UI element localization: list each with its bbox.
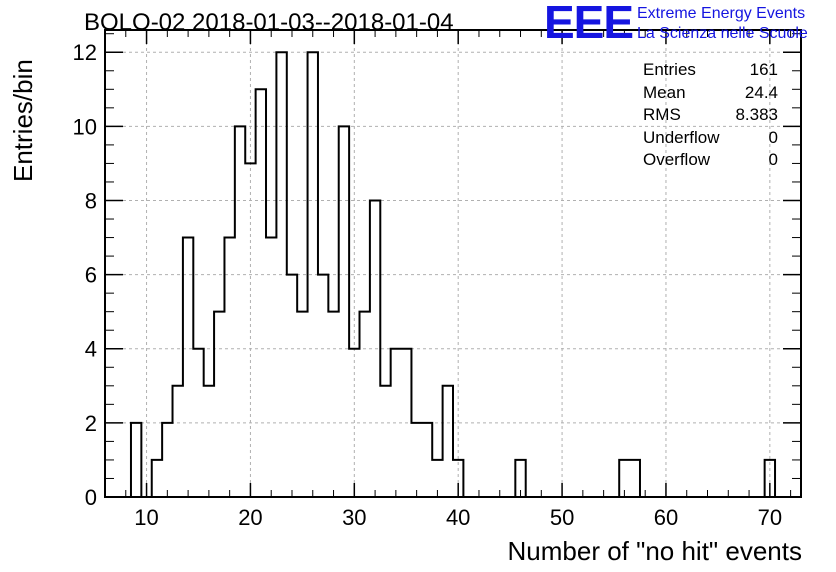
stats-value: 161 [749, 60, 778, 79]
stats-key: RMS [643, 105, 681, 125]
x-tick-label: 60 [654, 505, 678, 530]
stats-value: 24.4 [744, 82, 778, 102]
y-tick-label: 12 [73, 40, 97, 65]
y-tick-label: 4 [85, 337, 97, 362]
stats-key: Underflow [643, 127, 720, 147]
x-tick-label: 10 [134, 505, 158, 530]
eee-logo-letters: EEE [544, 0, 634, 48]
stats-key: Mean [643, 82, 686, 102]
stats-key: Entries [643, 60, 696, 79]
plot-frame [104, 29, 802, 498]
y-axis-label: Entries/bin [8, 59, 38, 182]
y-tick-label: 8 [85, 188, 97, 213]
x-tick-label: 40 [446, 505, 470, 530]
stats-row: RMS 8.383 [640, 105, 778, 128]
stats-value: 8.383 [735, 105, 778, 125]
axis-ticks [104, 30, 801, 498]
logo-line-2: La Scienza nelle Scuole [637, 25, 808, 42]
x-tick-label: 30 [342, 505, 366, 530]
stats-row: Overflow 0 [640, 150, 778, 173]
eee-logo-text: Extreme Energy Events La Scienza nelle S… [637, 4, 808, 44]
chart-title: BOLO-02 2018-01-03--2018-01-04 [84, 9, 454, 36]
axis-tick-labels: 10 20 30 40 50 60 70 0 2 4 6 8 10 12 [73, 40, 783, 530]
y-tick-label: 2 [85, 411, 97, 436]
stats-key: Overflow [643, 150, 711, 170]
stats-box: Entries 161 Mean 24.4 RMS 8.383 Underflow 0 … [640, 60, 778, 173]
x-axis-label: Number of "no hit" events [507, 536, 803, 566]
histogram-outline [129, 51, 777, 498]
y-tick-label: 10 [73, 114, 97, 139]
x-tick-label: 50 [550, 505, 574, 530]
stats-row: Entries 161 [640, 60, 778, 83]
stats-row: Mean 24.4 [640, 83, 778, 106]
x-tick-label: 20 [238, 505, 262, 530]
y-tick-label: 6 [85, 263, 97, 288]
logo-line-1: Extreme Energy Events [637, 5, 806, 22]
stats-value: 0 [768, 150, 778, 170]
stats-row: Underflow 0 [640, 128, 778, 151]
x-tick-label: 70 [758, 505, 782, 530]
y-tick-label: 0 [85, 485, 97, 510]
stats-value: 0 [768, 127, 778, 147]
